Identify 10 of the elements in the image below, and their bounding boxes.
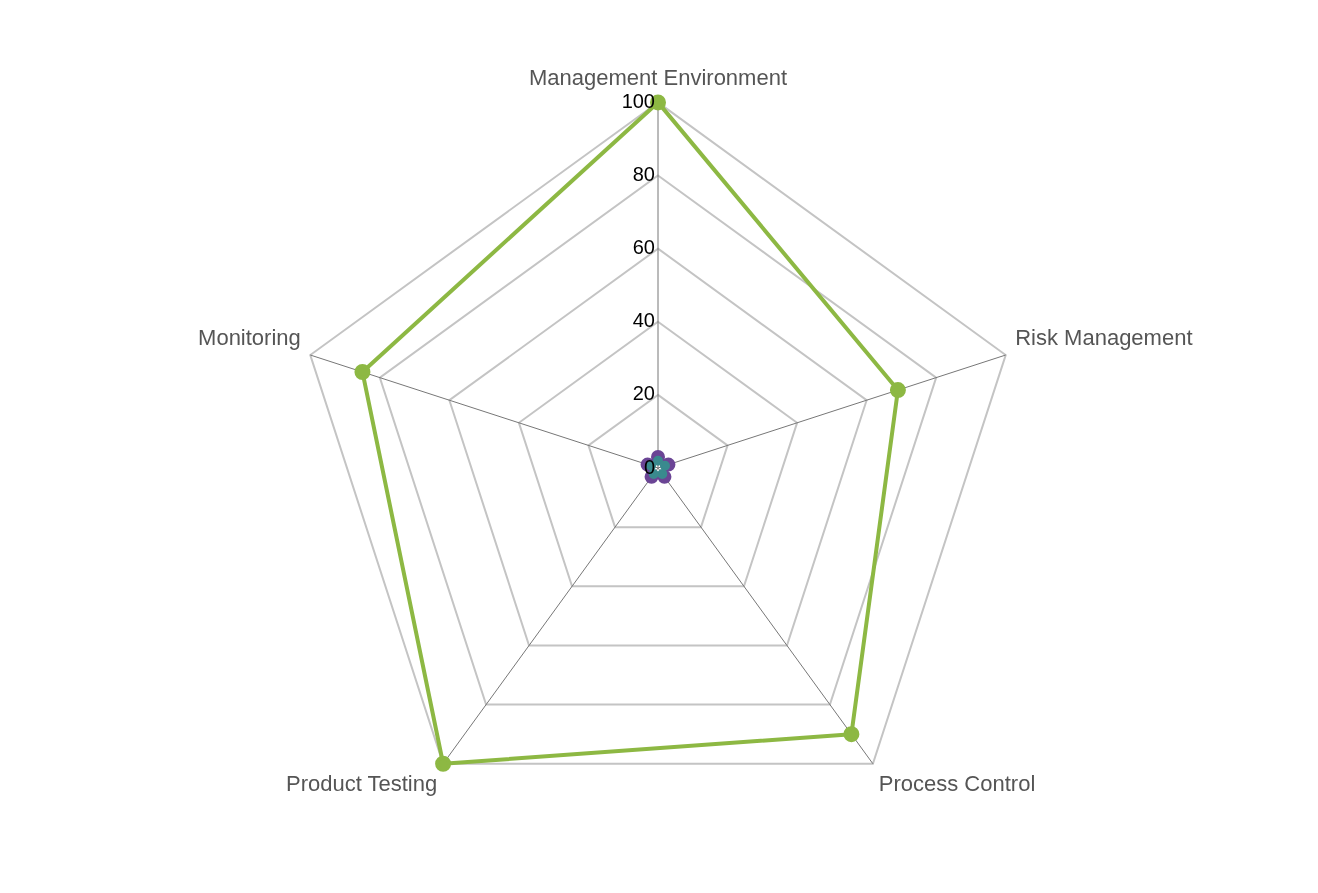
y-tick-label: 0 bbox=[643, 455, 655, 478]
y-tick-label: 20 bbox=[632, 382, 655, 405]
spoke-label: Process Control bbox=[878, 771, 1036, 797]
spoke-label: Management Environment bbox=[528, 65, 788, 91]
spoke-label: Monitoring bbox=[198, 324, 301, 350]
spoke-label: Product Testing bbox=[285, 771, 438, 797]
spoke-label: Risk Management bbox=[1015, 324, 1193, 350]
y-tick-label: 80 bbox=[632, 163, 655, 186]
y-tick-label: 60 bbox=[632, 236, 655, 259]
y-tick-label: 40 bbox=[632, 309, 655, 332]
